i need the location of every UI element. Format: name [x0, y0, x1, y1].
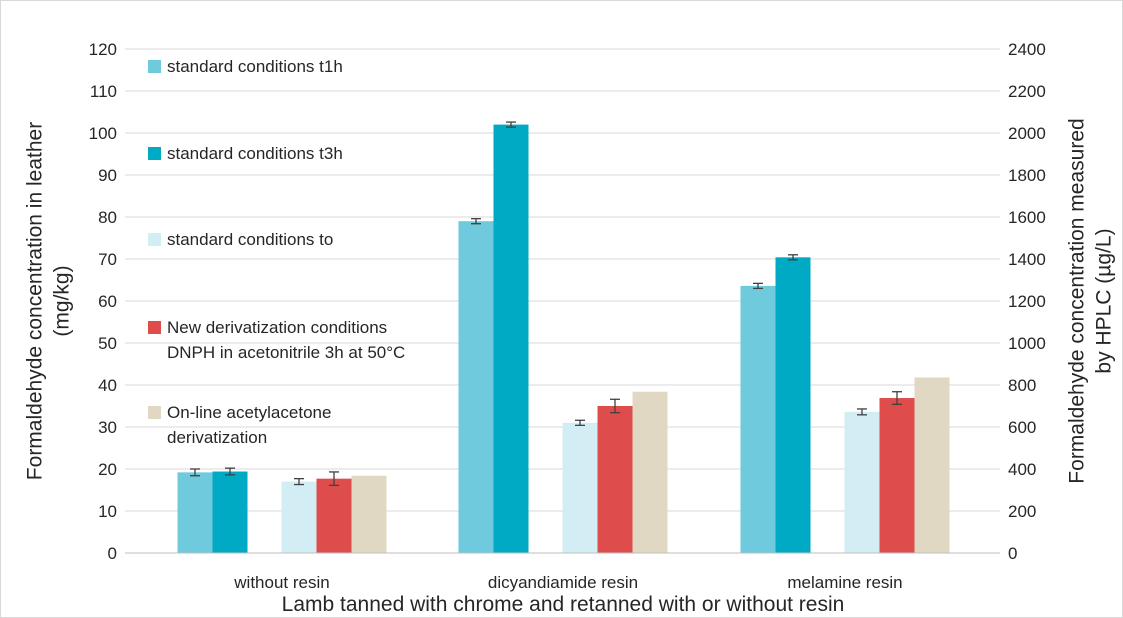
axis-title-line: (mg/kg): [51, 265, 74, 336]
legend-swatch: [148, 321, 161, 334]
legend-label-line: standard conditions to: [167, 230, 333, 249]
left-tick-label: 110: [90, 82, 117, 101]
legend-label-line: standard conditions t3h: [167, 144, 343, 163]
legend-swatch: [148, 233, 161, 246]
bar: [632, 391, 668, 553]
left-tick-label: 90: [98, 166, 117, 185]
left-tick-label: 40: [98, 376, 117, 395]
right-y-axis-ticks: 0 200 400 600 800 1000 1200 1400 1600 1800 2000 220…: [1008, 40, 1046, 563]
bars: [177, 124, 950, 553]
right-tick-label: 2000: [1008, 124, 1046, 143]
left-tick-label: 50: [98, 334, 117, 353]
bar: [844, 411, 880, 553]
bar: [316, 478, 352, 553]
left-tick-label: 100: [89, 124, 117, 143]
left-tick-label: 20: [98, 460, 117, 479]
x-axis-title: Lamb tanned with chrome and retanned wit…: [282, 593, 845, 616]
legend-label-line: On-line acetylacetone: [167, 403, 331, 422]
legend-swatch: [148, 406, 161, 419]
right-tick-label: 1000: [1008, 334, 1046, 353]
bar: [351, 475, 387, 553]
gridlines: [125, 48, 1000, 512]
right-tick-label: 1200: [1008, 292, 1046, 311]
right-tick-label: 2200: [1008, 82, 1046, 101]
right-tick-label: 400: [1008, 460, 1036, 479]
legend-label-line: derivatization: [167, 428, 267, 447]
right-tick-label: 1400: [1008, 250, 1046, 269]
bar: [212, 471, 248, 553]
category-label: dicyandiamide resin: [488, 573, 638, 592]
category-label: without resin: [233, 573, 329, 592]
left-tick-label: 0: [108, 544, 117, 563]
error-bars: [190, 121, 902, 487]
legend-swatch: [148, 147, 161, 160]
legend-label: New derivatization conditions DNPH in ace…: [167, 318, 405, 362]
right-tick-label: 200: [1008, 502, 1036, 521]
right-y-axis-title: Formaldehyde concentration measured by HP…: [1066, 118, 1116, 483]
bar: [740, 285, 776, 553]
right-tick-label: 2400: [1008, 40, 1046, 59]
bar: [562, 422, 598, 553]
bar: [177, 472, 213, 553]
right-tick-label: 1800: [1008, 166, 1046, 185]
bar: [597, 406, 633, 553]
bar: [281, 481, 317, 553]
right-tick-label: 0: [1008, 544, 1017, 563]
category-labels: without resin dicyandiamide resin melamine…: [233, 573, 902, 592]
legend-swatch: [148, 60, 161, 73]
left-y-axis-title: Formaldehyde concentration in leather (mg…: [24, 122, 74, 480]
legend-label: standard conditions t1h: [167, 57, 343, 76]
left-tick-label: 70: [98, 250, 117, 269]
left-tick-label: 10: [98, 502, 117, 521]
right-tick-label: 600: [1008, 418, 1036, 437]
left-tick-label: 30: [98, 418, 117, 437]
legend-label-line: standard conditions t1h: [167, 57, 343, 76]
category-label: melamine resin: [787, 573, 902, 592]
legend-label-line: DNPH in acetonitrile 3h at 50°C: [167, 343, 405, 362]
legend-label-line: New derivatization conditions: [167, 318, 387, 337]
legend-label: On-line acetylacetone derivatization: [167, 403, 331, 447]
left-tick-label: 60: [98, 292, 117, 311]
bar: [775, 257, 811, 553]
legend-label: standard conditions to: [167, 230, 333, 249]
axis-title-line: Formaldehyde concentration measured: [1066, 118, 1089, 483]
left-tick-label: 80: [98, 208, 117, 227]
legend-label: standard conditions t3h: [167, 144, 343, 163]
left-tick-label: 120: [89, 40, 117, 59]
bar: [914, 377, 950, 553]
axis-title-line: Formaldehyde concentration in leather: [24, 122, 47, 480]
right-tick-label: 1600: [1008, 208, 1046, 227]
axis-title-line: by HPLC (µg/L): [1093, 228, 1116, 373]
left-y-axis-ticks: 0 10 20 30 40 50 60 70 80 90 100 110 120: [89, 40, 117, 563]
bar: [879, 398, 915, 553]
bar: [458, 221, 494, 553]
right-tick-label: 800: [1008, 376, 1036, 395]
bar: [493, 124, 529, 553]
legend: standard conditions t1h standard conditio…: [148, 57, 405, 447]
